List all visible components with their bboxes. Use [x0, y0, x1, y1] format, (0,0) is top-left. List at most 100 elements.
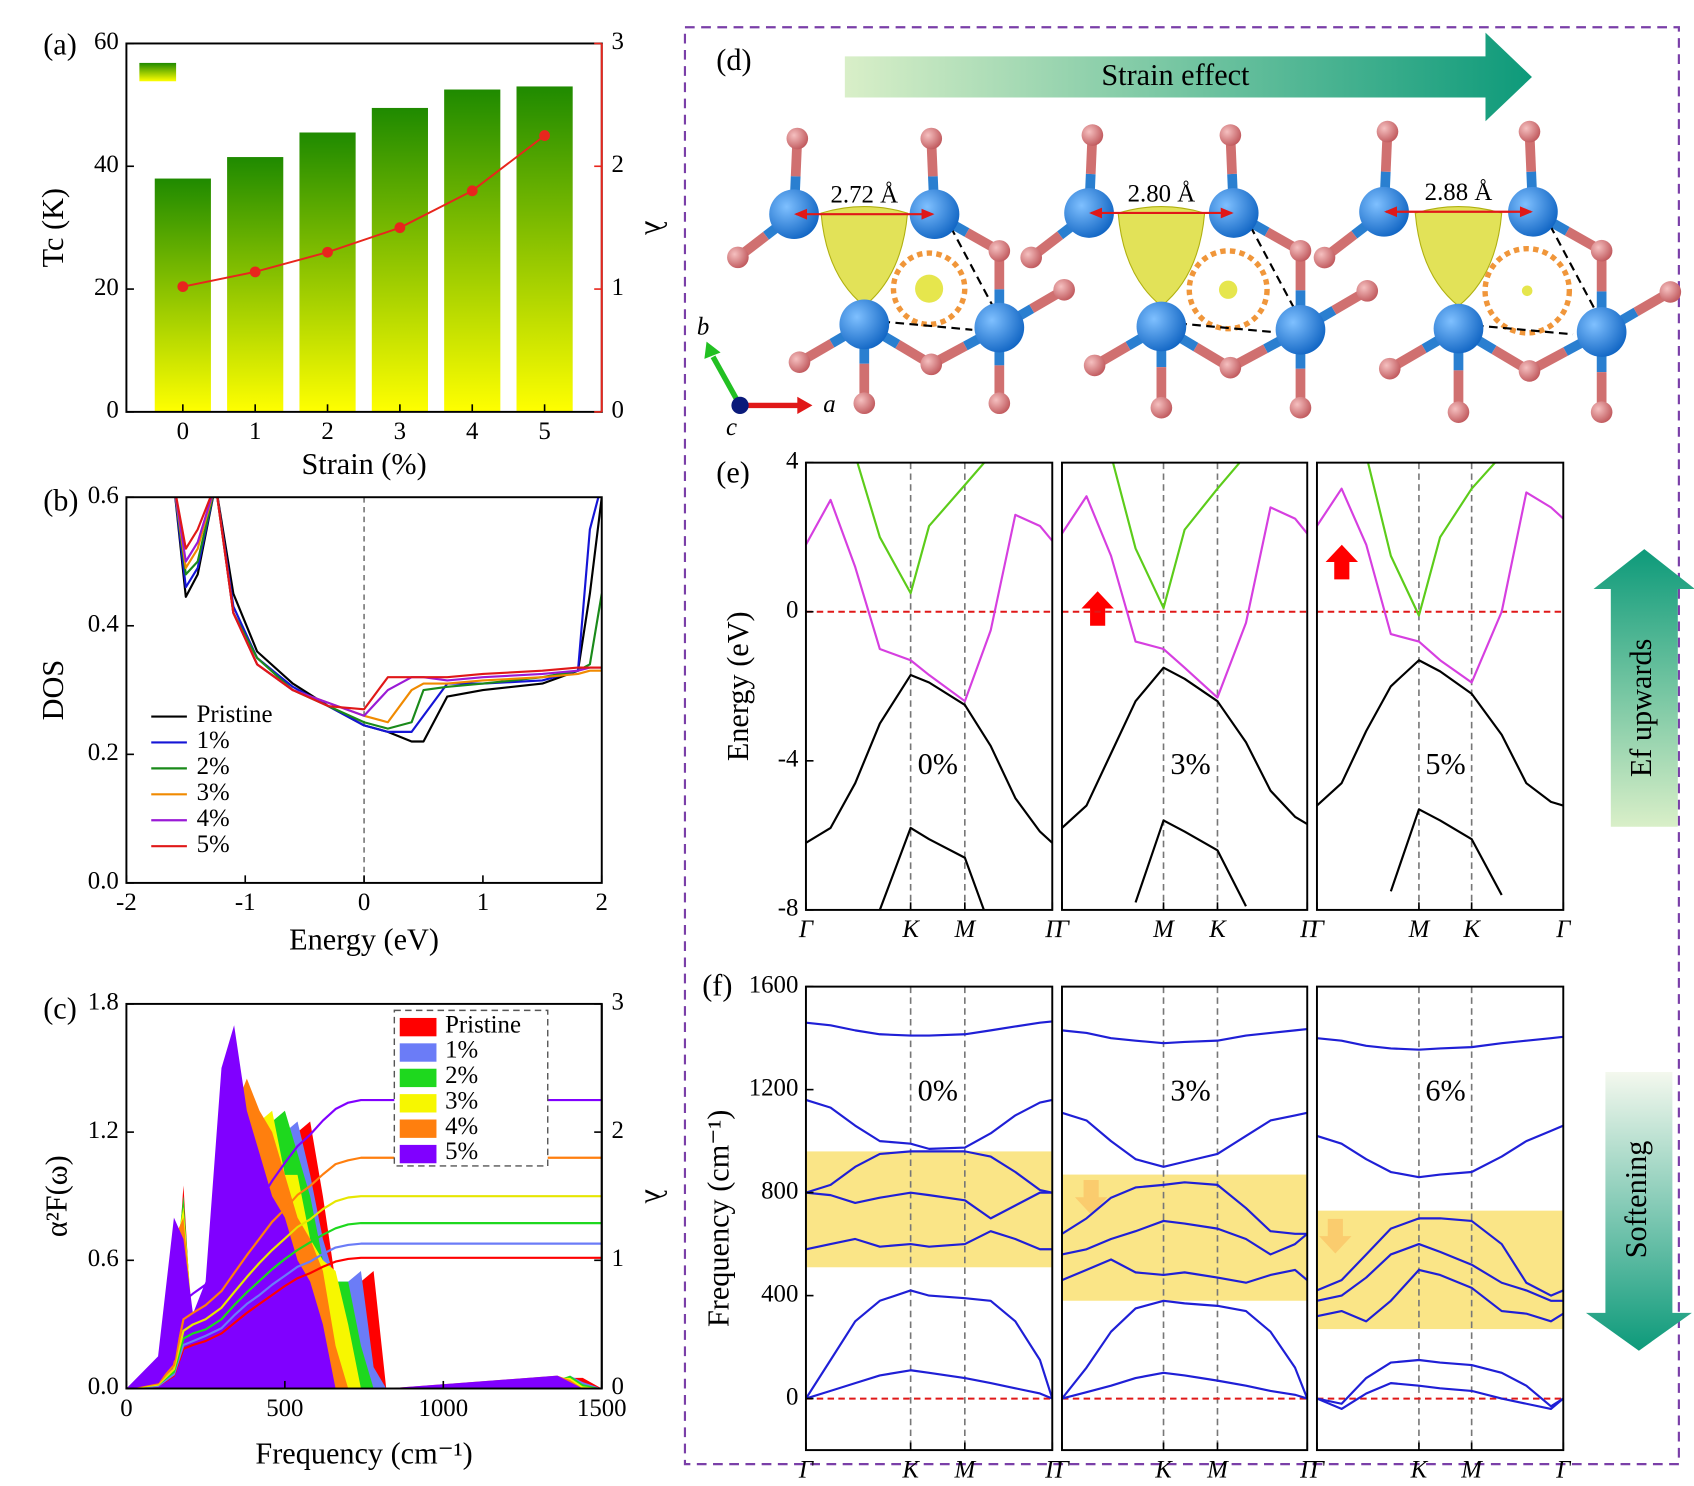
chart	[1061, 986, 1308, 1451]
o-atom	[1378, 357, 1401, 380]
x-tick-label: M	[1460, 1456, 1483, 1483]
line	[805, 498, 1053, 703]
ga-atom	[1208, 188, 1259, 238]
line	[805, 1150, 1053, 1194]
o-atom	[1020, 246, 1042, 269]
ga-atom	[909, 189, 960, 240]
line	[805, 1020, 1053, 1037]
x-tick-label: Γ	[1299, 1456, 1315, 1483]
y-tick-label: 0.0	[88, 1373, 119, 1400]
distance-label: 2.72 Å	[830, 182, 898, 209]
line	[126, 1222, 602, 1389]
ga-atom	[1433, 303, 1484, 354]
x-tick-label: 0	[120, 1395, 132, 1422]
x-tick-label: K	[1462, 916, 1481, 943]
arrow-head	[1089, 207, 1103, 219]
motif: 2.72 Å	[727, 127, 1075, 415]
small-density	[1521, 285, 1533, 297]
x-tick-label: 1000	[418, 1395, 468, 1422]
y-tick-label: 1.2	[88, 1117, 119, 1144]
legend-swatch	[399, 1068, 437, 1088]
line	[1316, 1124, 1564, 1179]
frame	[804, 461, 1054, 911]
panel-label: (e)	[716, 456, 750, 490]
legend-label: 5%	[197, 831, 230, 858]
legend-label: 4%	[445, 1113, 478, 1140]
line	[174, 497, 602, 717]
area	[126, 1025, 602, 1389]
red-arrows	[1074, 544, 1359, 1254]
y-tick-label: 800	[761, 1177, 798, 1204]
line	[1061, 1219, 1308, 1256]
y-axis-label: Tc (K)	[36, 188, 70, 267]
line	[1111, 462, 1242, 610]
line	[1316, 659, 1564, 807]
o-atom	[1219, 356, 1242, 379]
y-tick-label: 0.6	[88, 1245, 119, 1272]
y2-axis-label: λ	[639, 1189, 673, 1204]
bar	[227, 157, 284, 412]
line	[174, 497, 602, 724]
x-tick-label: K	[1154, 1456, 1173, 1483]
line	[174, 497, 600, 733]
ga-atom	[1275, 304, 1326, 355]
o-atom	[1518, 360, 1541, 382]
o-atom	[1590, 239, 1613, 262]
y2-tick-label: 3	[611, 989, 623, 1016]
x-tick-label: Γ	[1299, 916, 1315, 943]
y-tick-label: 20	[94, 274, 119, 301]
x-tick-label: M	[953, 916, 976, 943]
small-density	[1218, 280, 1238, 299]
o-atom	[1289, 239, 1312, 262]
charge-density	[820, 206, 909, 307]
x-tick-label: K	[901, 916, 920, 943]
x-tick-label: 0	[177, 418, 189, 445]
y-axis-label: Frequency (cm⁻¹)	[702, 1110, 736, 1327]
legend-label: Pristine	[197, 701, 273, 728]
o-atom	[788, 351, 811, 373]
legend-swatch	[399, 1043, 437, 1062]
y2-tick-label: 1	[611, 274, 623, 301]
o-atom	[920, 353, 943, 376]
x-tick-label: 2	[596, 889, 608, 916]
x-tick-label: K	[901, 1456, 920, 1483]
ga-atom	[769, 189, 819, 240]
marker	[539, 130, 551, 141]
y2-tick-label: 0	[611, 1373, 623, 1400]
chart	[805, 462, 1053, 910]
legend-label: 3%	[197, 779, 230, 806]
y2-tick-label: 0	[611, 397, 623, 424]
x-tick-label: M	[1152, 916, 1175, 943]
charge-density	[1117, 206, 1206, 307]
y-tick-label: 4	[786, 447, 799, 474]
legend-label: 4%	[197, 805, 230, 832]
panel-label: (d)	[716, 43, 751, 77]
line	[126, 1256, 602, 1389]
x-tick-label: -2	[116, 889, 137, 916]
x-tick-label: Γ	[1054, 916, 1070, 943]
x-tick-label: Γ	[798, 916, 814, 943]
highlight-band	[1316, 1210, 1564, 1330]
x-tick-label: 1	[477, 889, 489, 916]
bar	[299, 132, 356, 412]
y-tick-label: 60	[94, 28, 119, 55]
side-label: Ef upwards	[1624, 639, 1658, 778]
line	[1389, 808, 1503, 896]
line	[805, 1098, 1053, 1150]
o-atom	[1376, 120, 1399, 143]
chart	[1316, 462, 1564, 910]
chart	[126, 1025, 602, 1389]
x-tick-label: Γ	[1309, 1456, 1325, 1483]
y-tick-label: 400	[761, 1280, 798, 1307]
x-tick-label: K	[1410, 1456, 1429, 1483]
marker	[322, 246, 333, 258]
y-tick-label: 0.2	[88, 739, 119, 766]
line	[805, 1289, 1053, 1400]
motif: 2.80 Å	[1020, 124, 1379, 419]
arrow-head	[1519, 206, 1533, 218]
y-tick-label: 0	[106, 397, 118, 424]
o-atom	[1083, 354, 1106, 377]
y-axis-label: Energy (eV)	[721, 611, 755, 761]
dashed	[949, 226, 995, 309]
